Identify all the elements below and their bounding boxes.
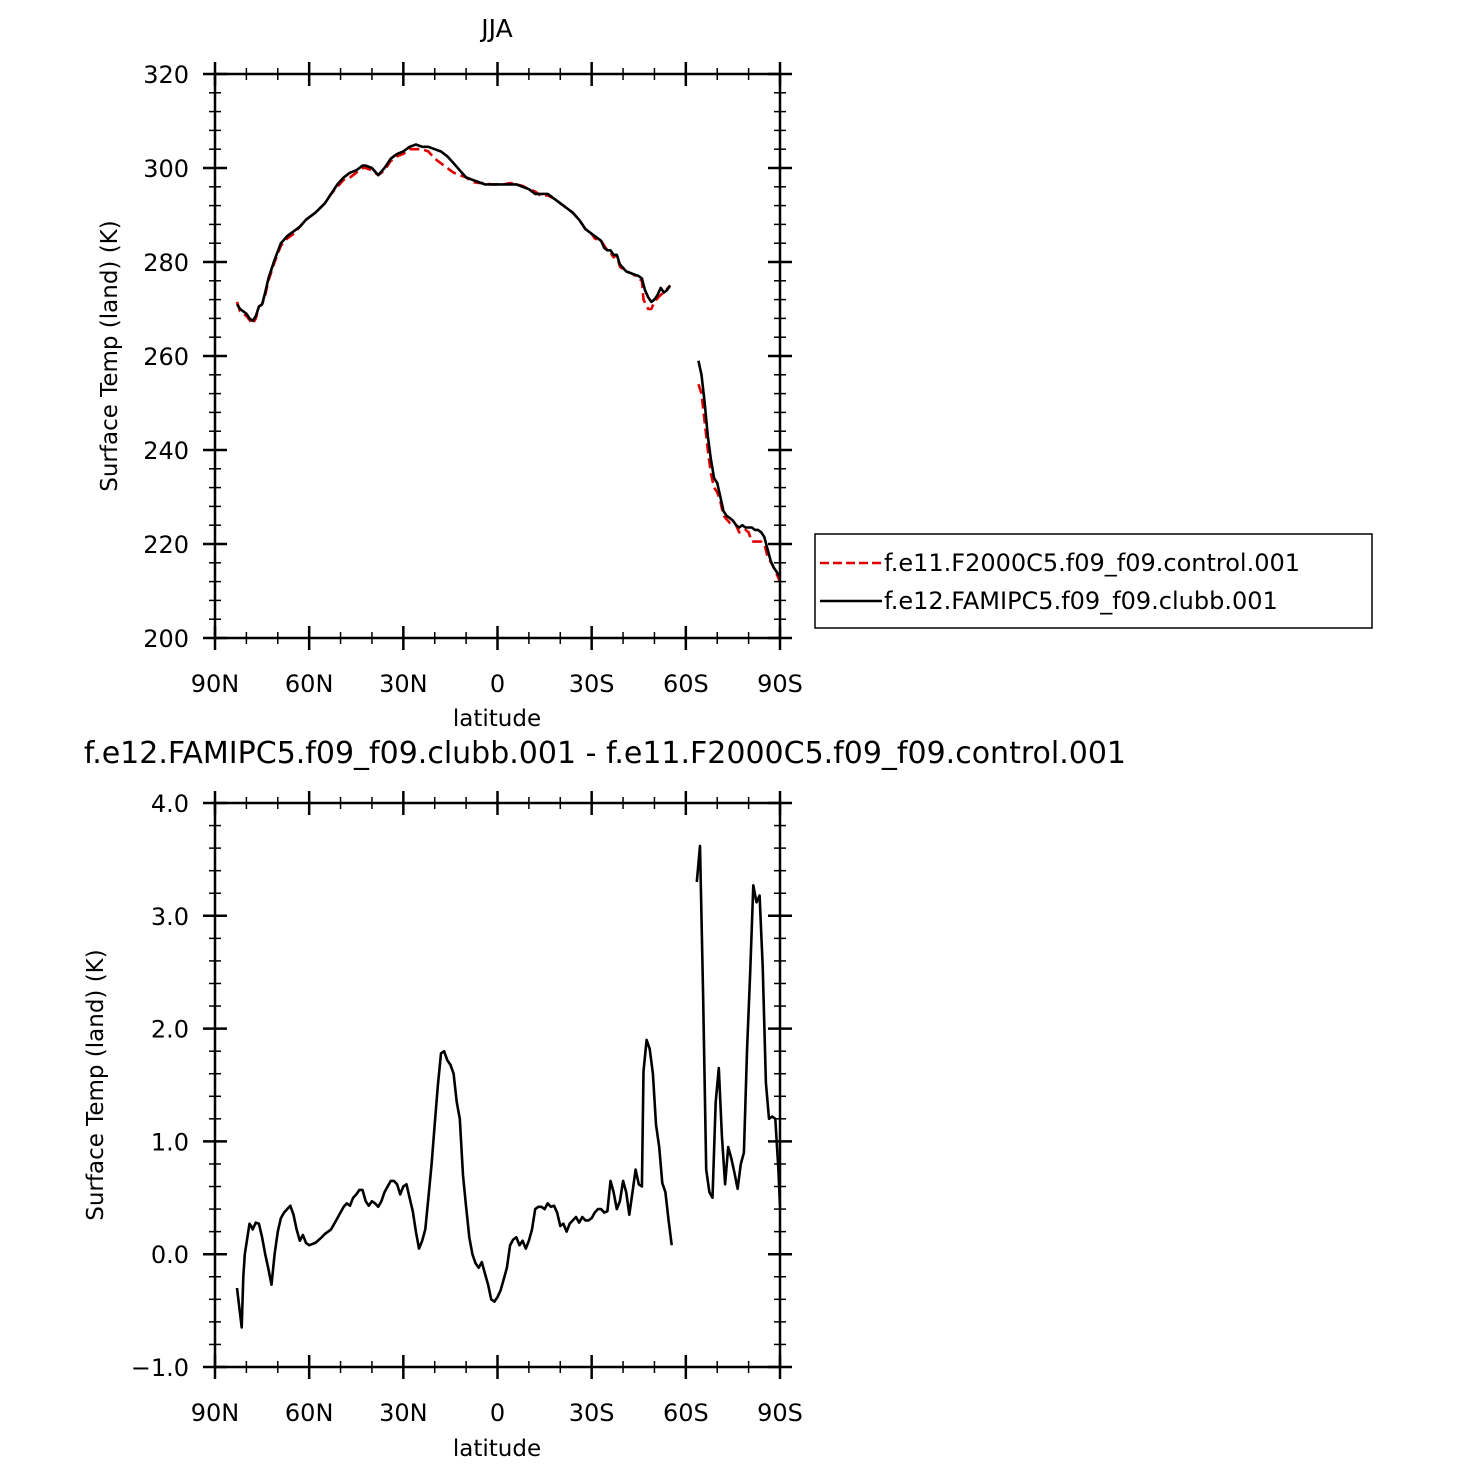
legend-label-clubb: f.e12.FAMIPC5.f09_f09.clubb.001 [884,587,1278,615]
bottom-xtick-label: 90S [757,1399,803,1427]
bottom-series-line-0 [695,844,782,1207]
bottom-ytick-label: 1.0 [151,1128,189,1156]
bottom-ytick-label: 0.0 [151,1241,189,1269]
legend-label-control: f.e11.F2000C5.f09_f09.control.001 [884,549,1300,577]
top-xtick-label: 30S [569,670,615,698]
top-ytick-label: 240 [143,437,189,465]
bottom-xtick-label: 60N [285,1399,334,1427]
bottom-xtick-label: 30S [569,1399,615,1427]
y-axis-label-bottom: Surface Temp (land) (K) [83,949,109,1221]
top-ytick-label: 200 [143,625,189,653]
panel-top-surface-temp: JJA 200 220 240 260 280 300 320 90N 60N 30N 0 30S 6… [97,14,1373,732]
y-ticks-top: 200 220 240 260 280 300 320 [143,61,792,653]
top-ytick-label: 320 [143,61,189,89]
top-ytick-label: 260 [143,343,189,371]
x-axis-label-top: latitude [453,706,541,732]
legend-box [814,533,1373,629]
top-xtick-label: 30N [379,670,428,698]
x-axis-label-bottom: latitude [453,1436,541,1462]
top-xtick-label: 60N [285,670,334,698]
y-ticks-bottom: −1.0 0.0 1.0 2.0 3.0 4.0 [131,790,792,1382]
x-ticks-top: 90N 60N 30N 0 30S 60S 90S [191,62,803,698]
plot-frame-top [213,72,782,640]
top-series-lines [235,143,782,583]
top-ytick-label: 280 [143,249,189,277]
plot-frame-bottom [213,801,782,1369]
bottom-series-lines [235,844,782,1329]
bottom-ytick-label: 4.0 [151,790,189,818]
bottom-xtick-label: 60S [663,1399,709,1427]
panel-bottom-difference: f.e12.FAMIPC5.f09_f09.clubb.001 - f.e11.… [83,736,1126,1462]
top-ytick-label: 220 [143,531,189,559]
top-series-line-0 [697,383,782,583]
top-series-line-1 [697,360,782,578]
x-ticks-bottom: 90N 60N 30N 0 30S 60S 90S [191,791,803,1427]
top-xtick-label: 0 [490,670,505,698]
y-axis-label-top: Surface Temp (land) (K) [97,220,123,492]
top-ytick-label: 300 [143,155,189,183]
bottom-xtick-label: 30N [379,1399,428,1427]
bottom-series-line-0 [235,1038,673,1329]
top-xtick-label: 90S [757,670,803,698]
bottom-ytick-label: −1.0 [131,1354,189,1382]
legend: f.e11.F2000C5.f09_f09.control.001 f.e12.… [814,533,1373,629]
top-xtick-label: 60S [663,670,709,698]
chart-title-top: JJA [479,14,512,43]
top-series-line-1 [235,143,672,323]
bottom-xtick-label: 0 [490,1399,505,1427]
top-series-line-0 [235,147,672,326]
bottom-ytick-label: 2.0 [151,1016,189,1044]
top-xtick-label: 90N [191,670,240,698]
chart-title-bottom: f.e12.FAMIPC5.f09_f09.clubb.001 - f.e11.… [84,736,1126,771]
bottom-xtick-label: 90N [191,1399,240,1427]
bottom-ytick-label: 3.0 [151,903,189,931]
